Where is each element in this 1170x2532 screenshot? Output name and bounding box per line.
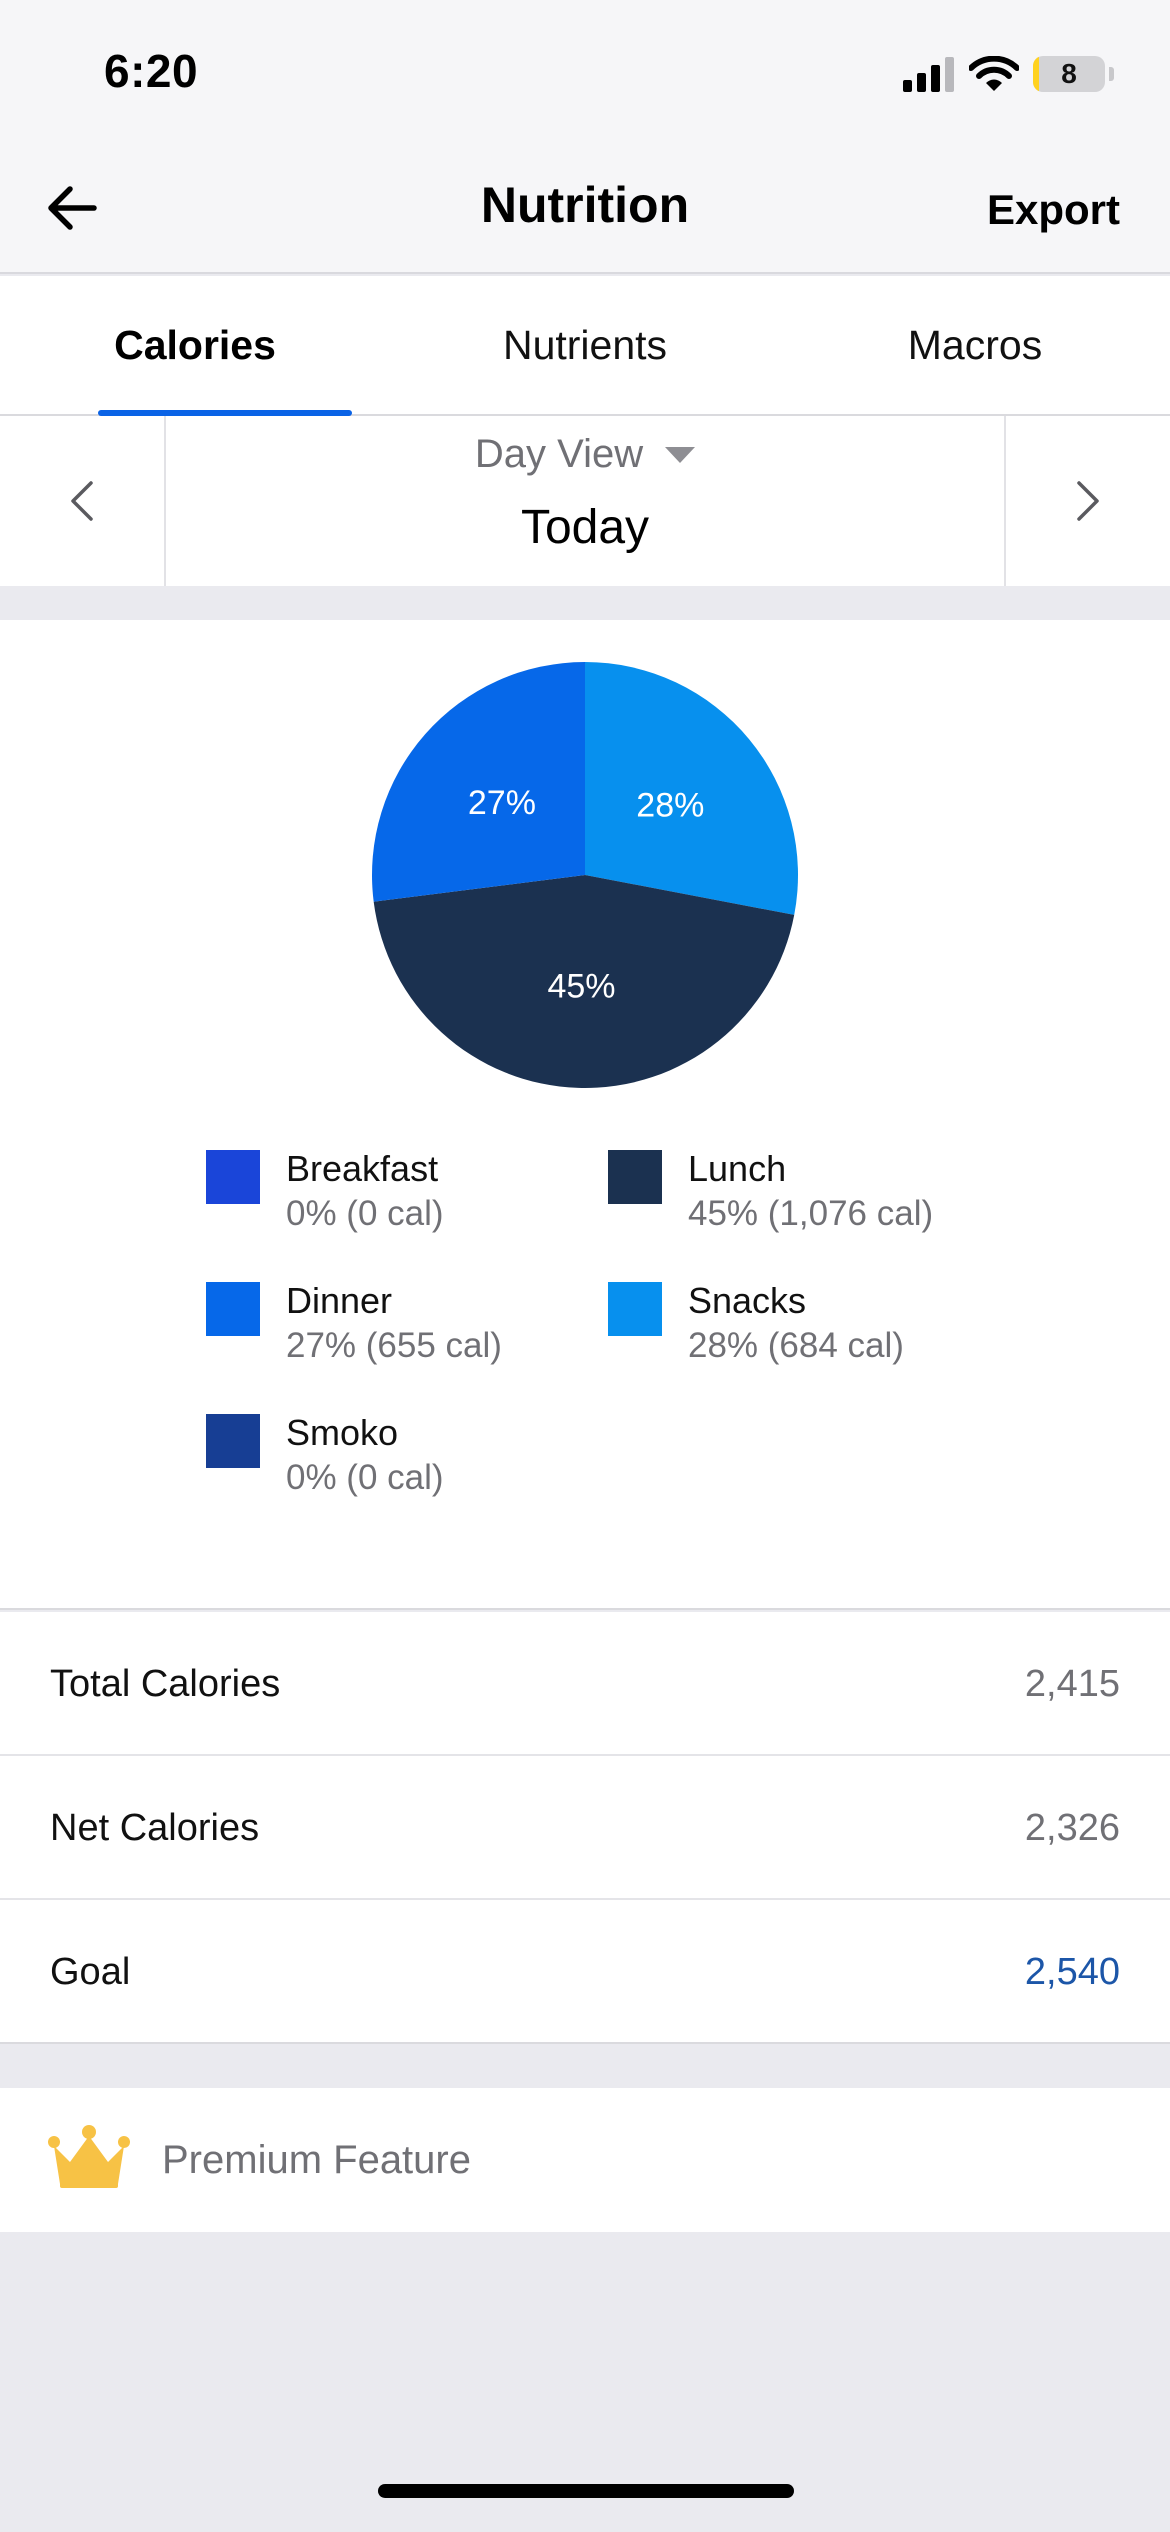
cellular-signal-icon bbox=[903, 57, 954, 92]
goal-row[interactable]: Goal 2,540 bbox=[0, 1900, 1170, 2044]
crown-icon bbox=[48, 2125, 130, 2188]
status-bar: 6:20 8 bbox=[0, 0, 1170, 140]
dropdown-triangle-icon bbox=[665, 446, 696, 463]
back-button[interactable] bbox=[40, 176, 104, 240]
active-tab-indicator bbox=[98, 410, 352, 416]
wifi-icon bbox=[969, 56, 1019, 91]
chevron-left-icon bbox=[71, 481, 93, 521]
legend-name: Lunch bbox=[688, 1148, 787, 1189]
legend-swatch bbox=[608, 1282, 662, 1336]
total-calories-row: Total Calories 2,415 bbox=[0, 1612, 1170, 1756]
legend-value: 0% (0 cal) bbox=[286, 1458, 444, 1497]
legend-name: Dinner bbox=[286, 1280, 393, 1321]
status-time: 6:20 bbox=[104, 45, 199, 97]
pie-slice-lunch bbox=[373, 875, 795, 1088]
previous-day-button[interactable] bbox=[0, 416, 166, 586]
net-calories-value: 2,326 bbox=[1024, 1806, 1120, 1849]
battery-fill bbox=[1033, 56, 1039, 92]
legend-swatch bbox=[206, 1414, 260, 1468]
pie-label-dinner: 27% bbox=[468, 784, 536, 822]
pie-slice-dinner bbox=[372, 662, 585, 902]
net-calories-row: Net Calories 2,326 bbox=[0, 1756, 1170, 1900]
tab-macros[interactable]: Macros bbox=[907, 321, 1043, 368]
legend-name: Smoko bbox=[286, 1412, 399, 1453]
total-calories-value: 2,415 bbox=[1024, 1662, 1120, 1705]
calories-chart-card: 28% 45% 27% Breakfast 0% (0 cal) Lunch 45%… bbox=[0, 620, 1170, 1610]
date-display: Day View Today bbox=[168, 416, 1002, 586]
nav-bar: Nutrition Export bbox=[0, 140, 1170, 274]
date-navigator: Day View Today bbox=[0, 416, 1170, 586]
page-title: Nutrition bbox=[480, 177, 690, 233]
pie-chart-svg: 28% 45% 27% bbox=[372, 662, 798, 1088]
chevron-right-icon bbox=[1077, 481, 1099, 521]
meal-pie-chart: 28% 45% 27% bbox=[370, 660, 800, 1090]
export-button[interactable]: Export bbox=[986, 186, 1120, 233]
legend-value: 27% (655 cal) bbox=[286, 1326, 502, 1365]
home-indicator bbox=[378, 2484, 794, 2498]
legend-value: 45% (1,076 cal) bbox=[688, 1194, 934, 1233]
date-label: Today bbox=[520, 501, 650, 554]
goal-value: 2,540 bbox=[1024, 1950, 1120, 1993]
tab-nutrients[interactable]: Nutrients bbox=[502, 321, 668, 368]
status-icons: 8 bbox=[903, 52, 1114, 96]
premium-feature-label: Premium Feature bbox=[162, 2137, 471, 2182]
back-arrow-icon bbox=[48, 186, 97, 230]
tab-bar: Calories Nutrients Macros bbox=[0, 276, 1170, 416]
legend-value: 28% (684 cal) bbox=[688, 1326, 904, 1365]
legend-item-lunch: Lunch 45% (1,076 cal) bbox=[608, 1148, 988, 1258]
legend-value: 0% (0 cal) bbox=[286, 1194, 444, 1233]
legend-item-snacks: Snacks 28% (684 cal) bbox=[608, 1280, 988, 1390]
pie-slice-snacks bbox=[585, 662, 798, 915]
next-day-button[interactable] bbox=[1004, 416, 1170, 586]
legend-swatch bbox=[206, 1150, 260, 1204]
battery-level: 8 bbox=[1061, 58, 1077, 89]
net-calories-label: Net Calories bbox=[50, 1806, 260, 1849]
pie-label-lunch: 45% bbox=[547, 968, 615, 1006]
view-selector[interactable]: Day View bbox=[168, 432, 1002, 477]
legend-swatch bbox=[206, 1282, 260, 1336]
pie-label-snacks: 28% bbox=[636, 786, 704, 824]
tab-calories[interactable]: Calories bbox=[114, 321, 276, 368]
premium-feature-row[interactable]: Premium Feature bbox=[0, 2088, 1170, 2232]
legend-item-smoko: Smoko 0% (0 cal) bbox=[206, 1412, 586, 1522]
legend-swatch bbox=[608, 1150, 662, 1204]
legend-name: Snacks bbox=[688, 1280, 807, 1321]
battery-cap bbox=[1109, 67, 1114, 81]
battery-icon: 8 bbox=[1033, 56, 1105, 92]
legend-name: Breakfast bbox=[286, 1148, 439, 1189]
legend-item-dinner: Dinner 27% (655 cal) bbox=[206, 1280, 586, 1390]
view-selector-label: Day View bbox=[474, 432, 644, 476]
calorie-totals: Total Calories 2,415 Net Calories 2,326 … bbox=[0, 1612, 1170, 2044]
goal-label: Goal bbox=[50, 1950, 131, 1993]
total-calories-label: Total Calories bbox=[50, 1662, 281, 1705]
legend-item-breakfast: Breakfast 0% (0 cal) bbox=[206, 1148, 586, 1258]
